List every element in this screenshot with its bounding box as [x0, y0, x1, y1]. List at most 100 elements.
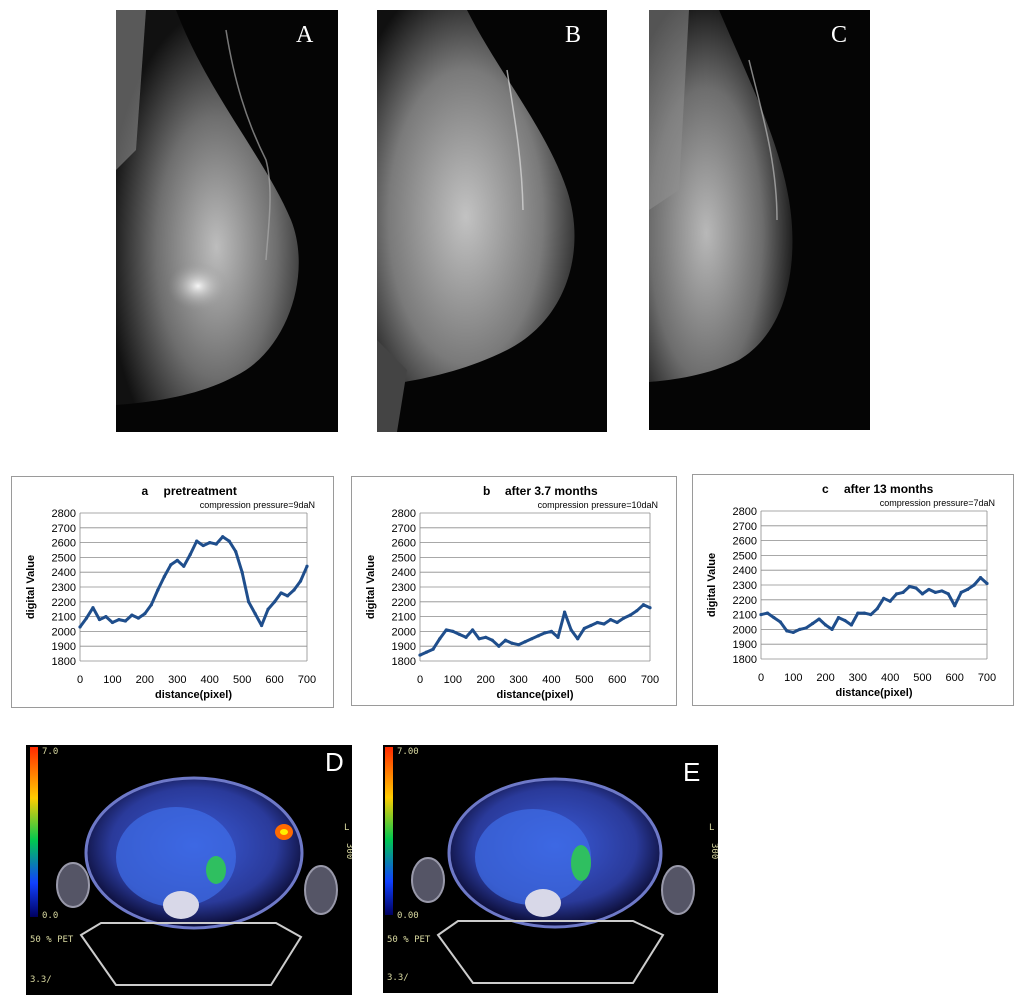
chart-x-tick-label: 500 [913, 672, 931, 684]
chart-data-point [804, 626, 808, 630]
chart-y-tick-label: 2100 [52, 612, 76, 624]
chart-data-point [765, 611, 770, 615]
chart-data-point [451, 629, 455, 633]
chart-annotation: compression pressure=7daN [880, 498, 995, 508]
chart-data-point [123, 619, 127, 623]
chart-y-tick-label: 2400 [392, 567, 416, 579]
chart-data-point [882, 596, 886, 600]
chart-data-point [759, 613, 763, 617]
chart-data-point [84, 616, 89, 620]
chart-data-point [907, 584, 912, 589]
chart-data-point [920, 592, 925, 596]
chart-data-point [895, 592, 899, 596]
chart-data-point [227, 539, 231, 543]
chart-x-axis-label: distance(pixel) [496, 689, 573, 701]
chart-x-tick-label: 0 [758, 672, 764, 684]
chart-data-point [536, 634, 540, 638]
chart-data-point [221, 535, 225, 539]
chart-data-point [279, 591, 283, 595]
chart-c-svg: c after 13 months compression pressure=7da… [706, 482, 996, 699]
chart-data-point [927, 587, 931, 592]
chart-data-point [117, 617, 121, 622]
mammogram-c: C [649, 10, 870, 430]
chart-data-point [149, 603, 153, 607]
chart-y-axis-label: digital Value [706, 553, 718, 617]
chart-data-point [195, 539, 199, 543]
pet-label-e: E [683, 757, 701, 787]
chart-data-point [169, 563, 173, 567]
chart-series-line [419, 603, 651, 657]
chart-data-point [260, 623, 264, 628]
chart-y-tick-label: 2200 [392, 597, 416, 609]
chart-data-point [104, 615, 108, 619]
chart-x-tick-label: 0 [417, 674, 423, 686]
chart-data-point [156, 588, 160, 592]
chart-data-point [240, 570, 244, 574]
chart-y-tick-label: 2400 [52, 567, 76, 579]
chart-y-tick-label: 1900 [392, 641, 416, 653]
chart-x-tick-label: 400 [881, 672, 899, 684]
chart-y-tick-label: 2600 [392, 538, 416, 550]
chart-y-tick-label: 2700 [733, 521, 757, 533]
chart-data-point [562, 610, 567, 614]
chart-data-point [985, 581, 989, 586]
chart-x-tick-label: 0 [77, 674, 83, 686]
chart-data-point [602, 622, 606, 626]
pet-footer-mode-d: 50 % PET [30, 935, 74, 945]
chart-data-point [648, 606, 652, 610]
chart-data-point [608, 617, 613, 622]
mammogram-a: A [116, 10, 338, 432]
chart-series-line [760, 576, 989, 634]
chart-data-point [97, 617, 102, 622]
chart-y-axis-label: digital Value [365, 555, 377, 619]
pet-scan-d-image [26, 745, 352, 995]
chart-data-point [201, 543, 205, 548]
chart-data-point [843, 618, 847, 623]
chart-data-point [457, 632, 462, 636]
chart-data-point [464, 635, 468, 639]
chart-data-point [875, 607, 879, 611]
chart-y-tick-label: 2800 [733, 506, 757, 518]
chart-y-tick-label: 1800 [392, 656, 416, 668]
chart-data-point [444, 628, 448, 632]
pet-scan-e-image [383, 745, 718, 993]
chart-data-point [477, 637, 481, 641]
chart-data-point [182, 564, 186, 568]
chart-x-tick-label: 100 [784, 672, 802, 684]
pet-scale-bottom-d: 0.0 [42, 911, 59, 921]
chart-data-point [641, 603, 646, 607]
panel-label-c: C [831, 22, 848, 48]
chart-y-tick-label: 2700 [392, 523, 416, 535]
chart-y-tick-label: 2600 [52, 538, 76, 550]
chart-y-tick-label: 2700 [52, 523, 76, 535]
chart-x-tick-label: 700 [978, 672, 996, 684]
chart-data-point [234, 549, 238, 554]
chart-data-point [817, 617, 821, 621]
chart-x-tick-label: 200 [136, 674, 154, 686]
chart-y-tick-label: 2600 [733, 536, 757, 548]
chart-y-tick-label: 1800 [733, 654, 757, 666]
chart-data-point [869, 613, 873, 617]
chart-data-point [136, 616, 140, 620]
chart-x-tick-label: 600 [946, 672, 964, 684]
chart-y-tick-label: 1900 [52, 641, 76, 653]
mammogram-b-image [377, 10, 607, 432]
panel-label-a: A [296, 22, 314, 48]
chart-data-point [91, 606, 95, 610]
chart-data-point [622, 616, 626, 620]
chart-data-point [595, 620, 600, 625]
chart-data-point [266, 607, 270, 611]
chart-y-tick-label: 2400 [733, 565, 757, 577]
chart-data-point [490, 638, 494, 642]
chart-x-axis-label: distance(pixel) [835, 687, 912, 699]
chart-data-point [849, 623, 853, 627]
chart-data-point [791, 630, 795, 634]
chart-data-point [110, 620, 115, 625]
chart-data-point [292, 588, 296, 592]
chart-data-point [424, 650, 429, 654]
chart-data-point [798, 627, 802, 631]
chart-data-point [208, 541, 212, 545]
chart-y-tick-label: 1900 [733, 639, 757, 651]
chart-y-tick-label: 2500 [52, 552, 76, 564]
chart-data-point [247, 600, 251, 604]
